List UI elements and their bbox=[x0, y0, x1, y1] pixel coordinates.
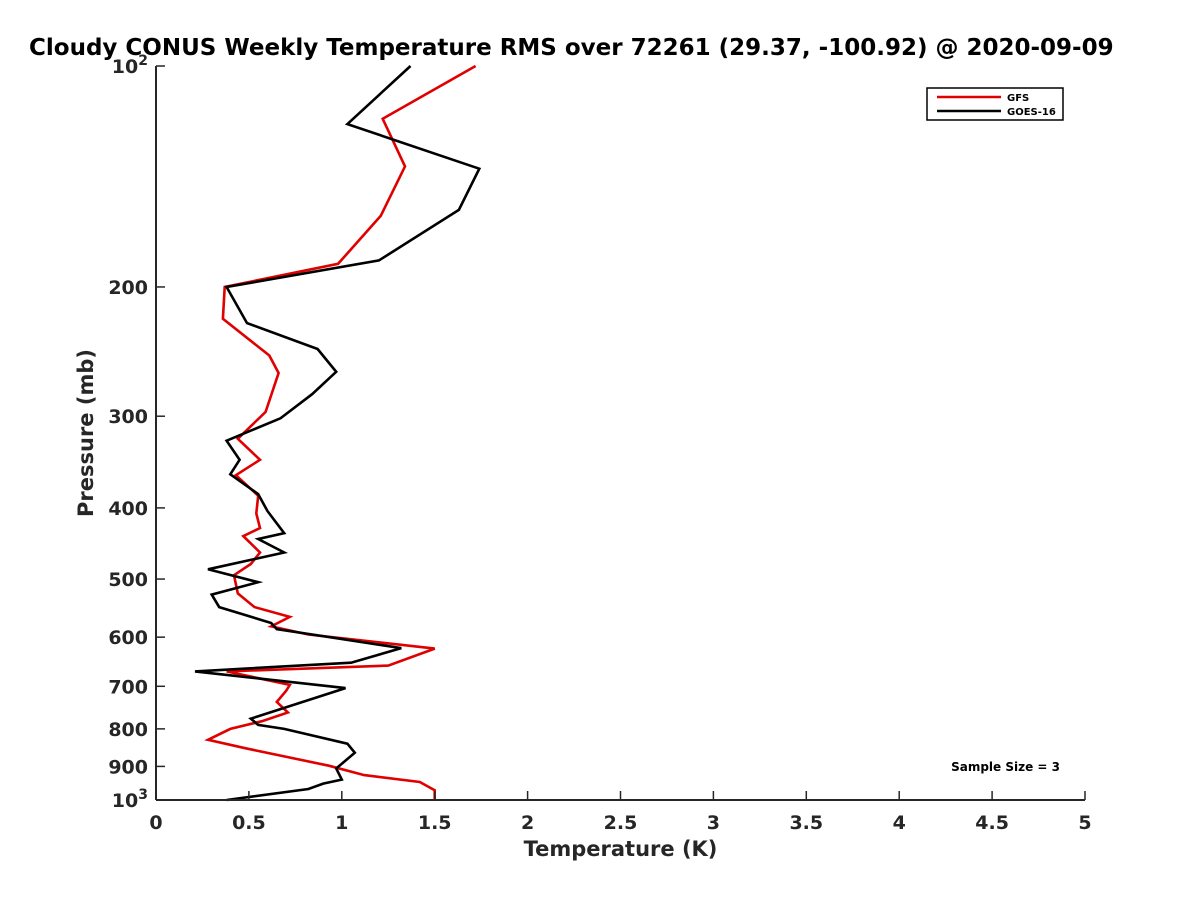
y-tick-label: 400 bbox=[108, 498, 148, 520]
x-axis-label: Temperature (K) bbox=[524, 837, 718, 861]
x-tick-label: 4.5 bbox=[975, 812, 1009, 834]
series-line-1 bbox=[194, 65, 482, 802]
x-tick-label: 3 bbox=[707, 812, 720, 834]
sample-size-annotation: Sample Size = 3 bbox=[951, 760, 1060, 774]
x-tick-label: 1 bbox=[335, 812, 348, 834]
x-tick-label: 5 bbox=[1078, 812, 1091, 834]
series-line-0 bbox=[204, 64, 477, 800]
y-tick-label: 500 bbox=[108, 569, 148, 591]
plot-series bbox=[194, 64, 482, 802]
x-tick-label: 0.5 bbox=[232, 812, 266, 834]
x-tick-label: 4 bbox=[893, 812, 906, 834]
x-tick-label: 1.5 bbox=[418, 812, 452, 834]
y-tick-label: 700 bbox=[108, 676, 148, 698]
x-tick-label: 0 bbox=[149, 812, 162, 834]
x-tick-label: 3.5 bbox=[789, 812, 823, 834]
legend: GFS GOES-16 bbox=[926, 87, 1064, 121]
legend-label: GOES-16 bbox=[1007, 107, 1056, 118]
y-tick-label: 300 bbox=[108, 406, 148, 428]
x-tick-label: 2.5 bbox=[604, 812, 638, 834]
x-tick-label: 2 bbox=[521, 812, 534, 834]
y-axis-label: Pressure (mb) bbox=[74, 349, 98, 517]
legend-label: GFS bbox=[1007, 93, 1029, 104]
axes: 0 0.5 1 1.5 2 2.5 3 3.5 4 4.5 5 102 200 300 400 500 600 7… bbox=[108, 53, 1091, 834]
y-tick-label: 102 bbox=[112, 53, 148, 78]
y-tick-label: 103 bbox=[112, 787, 148, 812]
chart-title: Cloudy CONUS Weekly Temperature RMS over… bbox=[29, 35, 1114, 61]
y-tick-label: 800 bbox=[108, 719, 148, 741]
y-tick-label: 600 bbox=[108, 627, 148, 649]
y-tick-label: 900 bbox=[108, 756, 148, 778]
legend-box bbox=[926, 87, 1064, 121]
y-tick-label: 200 bbox=[108, 277, 148, 299]
